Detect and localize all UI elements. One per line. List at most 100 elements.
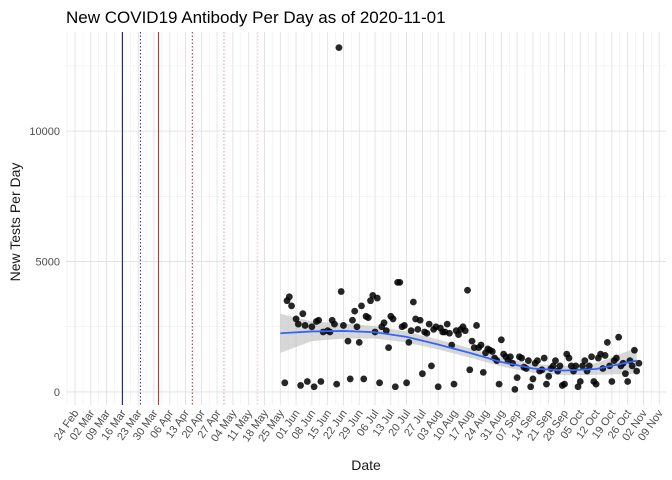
data-point bbox=[545, 372, 553, 380]
data-point bbox=[529, 375, 537, 383]
data-point bbox=[418, 370, 426, 378]
data-point bbox=[403, 379, 411, 387]
data-point bbox=[294, 320, 302, 328]
data-point bbox=[331, 320, 338, 328]
data-point bbox=[466, 366, 474, 374]
y-tick-label: 10000 bbox=[29, 126, 60, 138]
data-point bbox=[588, 353, 595, 361]
data-point bbox=[428, 362, 435, 370]
data-point bbox=[333, 380, 341, 388]
data-point bbox=[576, 378, 584, 385]
y-tick-label: 5000 bbox=[36, 257, 60, 269]
data-point bbox=[355, 338, 363, 346]
data-point bbox=[373, 294, 381, 302]
data-point bbox=[464, 286, 471, 294]
data-points bbox=[281, 44, 643, 393]
data-point bbox=[455, 331, 462, 338]
data-point bbox=[525, 357, 532, 365]
data-point bbox=[364, 314, 372, 322]
data-point bbox=[396, 279, 404, 286]
data-point bbox=[443, 320, 451, 328]
data-point bbox=[353, 323, 361, 331]
data-point bbox=[479, 368, 487, 376]
data-point bbox=[574, 383, 582, 391]
data-point bbox=[301, 322, 309, 329]
data-point bbox=[540, 354, 548, 362]
data-point bbox=[416, 316, 424, 324]
data-point bbox=[543, 380, 550, 388]
data-point bbox=[376, 379, 383, 387]
data-point bbox=[518, 354, 526, 362]
data-point bbox=[461, 327, 469, 335]
data-point bbox=[288, 302, 295, 310]
data-point bbox=[635, 359, 643, 367]
data-point bbox=[425, 320, 433, 328]
data-point bbox=[297, 382, 304, 389]
data-point bbox=[434, 383, 442, 391]
data-point bbox=[308, 323, 316, 331]
data-point bbox=[367, 297, 374, 305]
data-point bbox=[592, 380, 600, 388]
data-point bbox=[552, 357, 559, 365]
smooth-confidence-band bbox=[280, 313, 637, 376]
data-point bbox=[281, 379, 289, 387]
data-point bbox=[391, 383, 399, 391]
data-point bbox=[299, 310, 307, 318]
data-point bbox=[608, 378, 616, 385]
data-point bbox=[400, 322, 408, 329]
data-point bbox=[506, 353, 514, 361]
data-point bbox=[315, 316, 323, 324]
data-point bbox=[601, 352, 609, 359]
data-point bbox=[534, 357, 541, 365]
data-point bbox=[446, 329, 453, 337]
data-point bbox=[631, 346, 638, 354]
x-axis-title: Date bbox=[351, 457, 381, 473]
smooth-trend-line bbox=[280, 330, 637, 372]
data-point bbox=[561, 380, 568, 388]
data-point bbox=[382, 327, 390, 335]
data-point bbox=[385, 344, 392, 352]
y-tick-label: 0 bbox=[54, 387, 60, 399]
data-point bbox=[335, 44, 343, 52]
data-point bbox=[511, 385, 519, 393]
data-point bbox=[409, 298, 417, 306]
data-point bbox=[360, 375, 368, 383]
data-point bbox=[351, 307, 359, 315]
data-point bbox=[633, 367, 641, 375]
data-point bbox=[346, 375, 354, 383]
data-point bbox=[513, 374, 521, 382]
gridlines bbox=[66, 32, 666, 405]
data-point bbox=[380, 319, 388, 327]
data-point bbox=[317, 378, 325, 385]
data-point bbox=[615, 333, 623, 341]
smooth-line bbox=[280, 330, 637, 372]
data-point bbox=[556, 362, 564, 370]
data-point bbox=[414, 325, 422, 333]
data-point bbox=[337, 288, 345, 295]
reference-lines bbox=[121, 32, 259, 405]
data-point bbox=[495, 380, 503, 388]
data-point bbox=[340, 322, 347, 329]
data-point bbox=[477, 341, 485, 349]
data-point bbox=[473, 322, 480, 329]
data-point bbox=[389, 315, 397, 323]
data-point bbox=[468, 337, 476, 345]
data-point bbox=[565, 354, 573, 362]
data-point bbox=[585, 362, 593, 370]
data-point bbox=[423, 329, 431, 337]
data-point bbox=[497, 336, 505, 344]
chart-title: New COVID19 Antibody Per Day as of 2020-… bbox=[66, 8, 446, 27]
data-point bbox=[579, 362, 586, 370]
data-point bbox=[358, 302, 365, 310]
data-point bbox=[310, 383, 318, 391]
data-point bbox=[581, 357, 589, 365]
data-point bbox=[407, 327, 415, 335]
data-point bbox=[488, 348, 496, 355]
data-point bbox=[405, 338, 413, 346]
data-point bbox=[612, 354, 620, 362]
data-point bbox=[603, 338, 611, 346]
data-point bbox=[344, 337, 352, 345]
y-axis-ticks: 0 5000 10000 bbox=[29, 126, 60, 399]
